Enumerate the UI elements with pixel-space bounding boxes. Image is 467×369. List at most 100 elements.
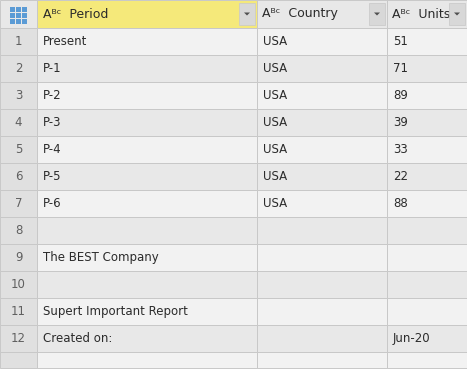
Text: Supert Important Report: Supert Important Report (43, 305, 188, 318)
Bar (37, 325, 257, 352)
Bar (257, 55, 387, 82)
Bar (257, 82, 387, 109)
Bar (449, 3, 465, 25)
Bar (10, 13, 15, 17)
Text: 10: 10 (11, 278, 26, 291)
Bar (257, 271, 387, 298)
Text: 1: 1 (15, 35, 22, 48)
Bar (37, 109, 257, 136)
Bar (37, 298, 257, 325)
Bar (16, 19, 21, 24)
Text: Present: Present (43, 35, 87, 48)
Bar (257, 244, 387, 271)
Bar (37, 136, 257, 163)
Text: Aᴮᶜ  Country: Aᴮᶜ Country (262, 7, 338, 21)
Text: 4: 4 (15, 116, 22, 129)
Text: 33: 33 (393, 143, 408, 156)
Text: USA: USA (263, 143, 287, 156)
Bar (387, 190, 467, 217)
Polygon shape (374, 13, 380, 15)
Text: P-3: P-3 (43, 116, 62, 129)
Bar (37, 55, 257, 82)
Text: Created on:: Created on: (43, 332, 113, 345)
Text: Aᴮᶜ  Period: Aᴮᶜ Period (43, 7, 108, 21)
Bar (37, 163, 257, 190)
Bar (257, 190, 387, 217)
Text: 11: 11 (11, 305, 26, 318)
Bar (257, 0, 387, 28)
Bar (257, 352, 387, 368)
Text: 88: 88 (393, 197, 408, 210)
Text: 3: 3 (15, 89, 22, 102)
Text: Aᴮᶜ  Units: Aᴮᶜ Units (392, 7, 450, 21)
Text: 12: 12 (11, 332, 26, 345)
Bar (0, 352, 37, 368)
Bar (0, 217, 37, 244)
Bar (257, 28, 387, 55)
Bar (0, 28, 37, 55)
Bar (369, 3, 385, 25)
Bar (0, 163, 37, 190)
Bar (257, 109, 387, 136)
Bar (37, 271, 257, 298)
Text: USA: USA (263, 116, 287, 129)
Bar (37, 244, 257, 271)
Text: 8: 8 (15, 224, 22, 237)
Bar (387, 217, 467, 244)
Text: 9: 9 (15, 251, 22, 264)
Text: Jun-20: Jun-20 (393, 332, 431, 345)
Text: USA: USA (263, 89, 287, 102)
Bar (0, 325, 37, 352)
Bar (0, 0, 37, 28)
Text: The BEST Company: The BEST Company (43, 251, 159, 264)
Bar (22, 19, 27, 24)
Bar (0, 244, 37, 271)
Bar (10, 19, 15, 24)
Bar (387, 0, 467, 28)
Bar (257, 136, 387, 163)
Bar (387, 55, 467, 82)
Text: P-6: P-6 (43, 197, 62, 210)
Text: P-2: P-2 (43, 89, 62, 102)
Bar (387, 136, 467, 163)
Bar (239, 3, 255, 25)
Text: P-5: P-5 (43, 170, 62, 183)
Bar (387, 325, 467, 352)
Bar (387, 244, 467, 271)
Bar (37, 190, 257, 217)
Bar (387, 82, 467, 109)
Bar (257, 163, 387, 190)
Bar (0, 136, 37, 163)
Bar (37, 82, 257, 109)
Bar (257, 325, 387, 352)
Bar (0, 55, 37, 82)
Bar (10, 7, 15, 11)
Text: USA: USA (263, 170, 287, 183)
Bar (387, 298, 467, 325)
Bar (22, 7, 27, 11)
Bar (37, 217, 257, 244)
Bar (37, 0, 257, 28)
Bar (16, 7, 21, 11)
Text: 5: 5 (15, 143, 22, 156)
Polygon shape (244, 13, 250, 15)
Text: USA: USA (263, 62, 287, 75)
Bar (0, 190, 37, 217)
Text: 2: 2 (15, 62, 22, 75)
Text: 39: 39 (393, 116, 408, 129)
Polygon shape (454, 13, 460, 15)
Bar (257, 298, 387, 325)
Bar (16, 13, 21, 17)
Bar (37, 28, 257, 55)
Text: USA: USA (263, 35, 287, 48)
Text: 6: 6 (15, 170, 22, 183)
Text: 71: 71 (393, 62, 408, 75)
Bar (0, 298, 37, 325)
Text: 89: 89 (393, 89, 408, 102)
Bar (0, 109, 37, 136)
Bar (387, 352, 467, 368)
Text: P-1: P-1 (43, 62, 62, 75)
Bar (0, 82, 37, 109)
Text: 22: 22 (393, 170, 408, 183)
Text: 51: 51 (393, 35, 408, 48)
